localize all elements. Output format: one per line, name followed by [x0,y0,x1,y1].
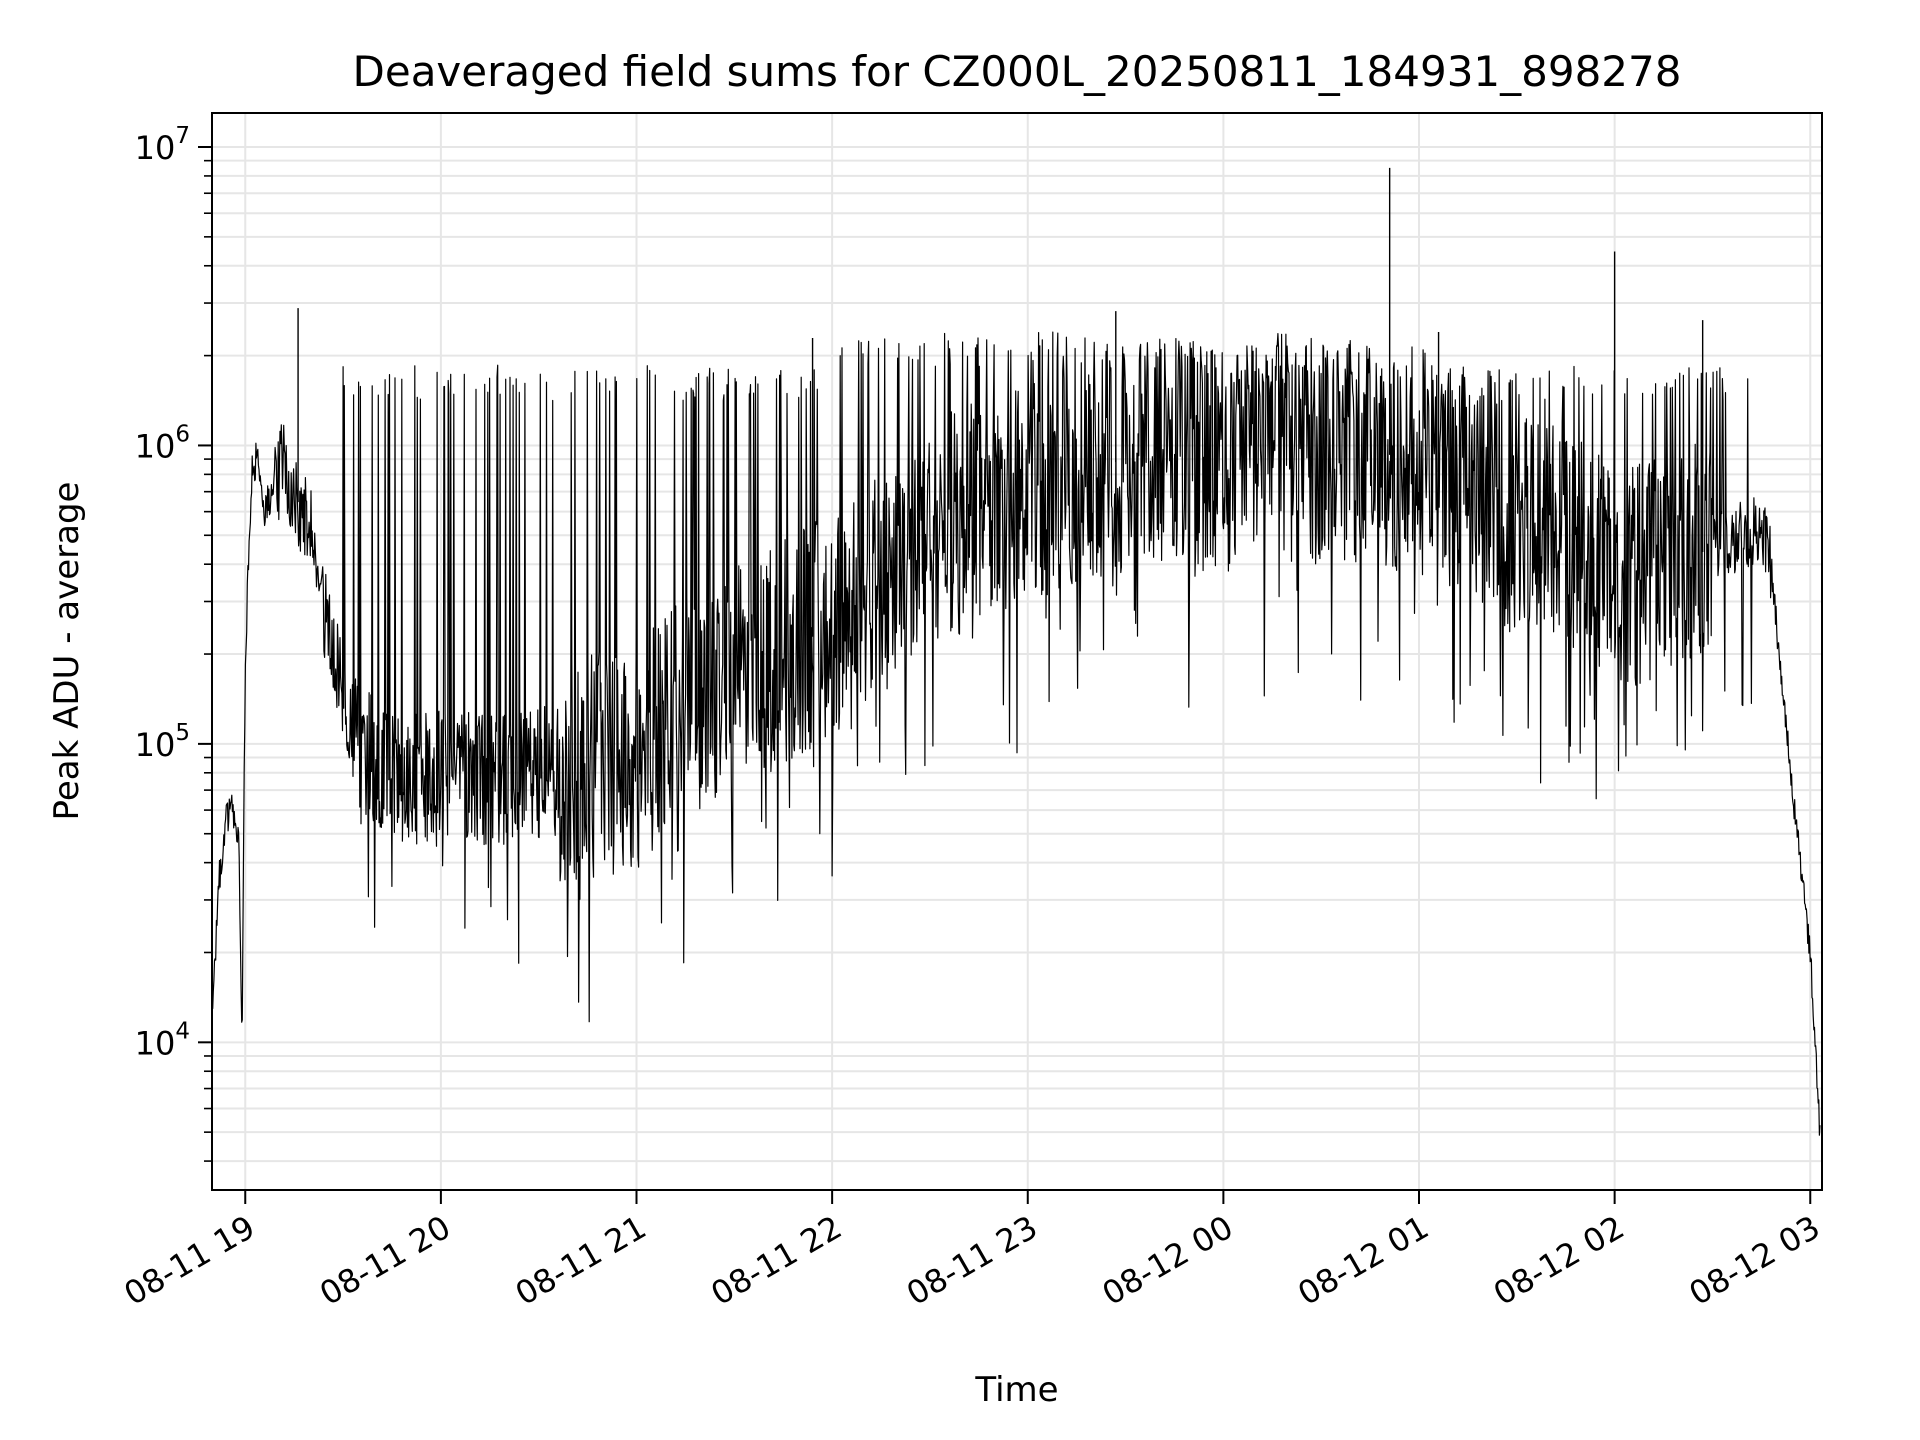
series-layer [212,167,1821,1136]
y-tick-label-base: 10 [135,1024,176,1062]
y-tick-label-base: 10 [135,726,176,764]
y-tick-label: 105 [135,720,190,764]
x-axis-title: Time [974,1370,1058,1410]
y-tick-label-exponent: 6 [175,421,190,447]
y-tick-label-base: 10 [135,427,176,465]
y-tick-label-exponent: 5 [175,720,190,746]
y-tick-label: 107 [135,123,190,167]
chart-title: Deaveraged field sums for CZ000L_2025081… [353,47,1682,96]
y-tick-label-base: 10 [135,129,176,167]
y-tick-label-exponent: 4 [175,1018,190,1044]
y-tick-label-exponent: 7 [175,123,190,149]
y-axis-title: Peak ADU - average [47,482,87,821]
series-line [212,331,1821,1136]
y-tick-label: 106 [135,421,190,465]
plot-area-frame [211,112,1823,1191]
y-tick-label: 104 [135,1018,190,1062]
